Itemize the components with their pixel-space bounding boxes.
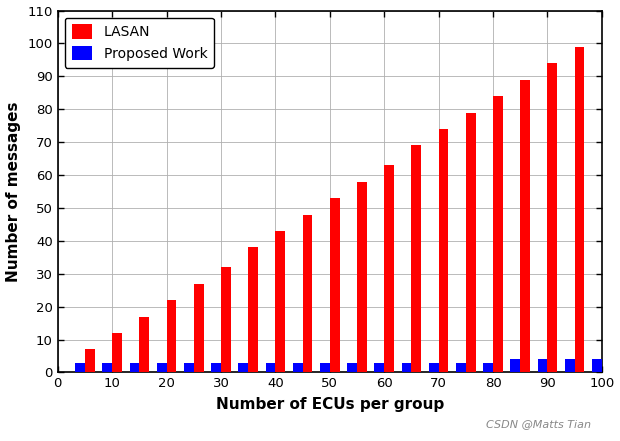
Bar xyxy=(520,80,530,373)
Y-axis label: Number of messages: Number of messages xyxy=(6,101,20,282)
X-axis label: Number of ECUs per group: Number of ECUs per group xyxy=(216,397,444,412)
Bar xyxy=(102,363,112,373)
Bar xyxy=(330,198,340,373)
Bar xyxy=(347,363,357,373)
Bar xyxy=(211,363,221,373)
Bar xyxy=(112,333,122,373)
Bar xyxy=(374,363,384,373)
Bar xyxy=(493,96,503,373)
Bar xyxy=(384,165,394,373)
Bar xyxy=(592,359,602,373)
Bar xyxy=(402,363,412,373)
Legend: LASAN, Proposed Work: LASAN, Proposed Work xyxy=(64,18,215,68)
Bar xyxy=(466,112,476,373)
Bar xyxy=(429,363,438,373)
Bar xyxy=(456,363,466,373)
Bar xyxy=(565,359,575,373)
Bar xyxy=(357,182,367,373)
Bar xyxy=(510,359,520,373)
Bar xyxy=(157,363,167,373)
Bar xyxy=(85,349,95,373)
Bar xyxy=(293,363,303,373)
Bar xyxy=(275,231,285,373)
Bar xyxy=(538,359,547,373)
Bar xyxy=(483,363,493,373)
Bar xyxy=(412,146,421,373)
Bar xyxy=(575,47,585,373)
Bar xyxy=(320,363,330,373)
Bar xyxy=(140,317,149,373)
Bar xyxy=(167,300,176,373)
Bar xyxy=(248,247,258,373)
Bar xyxy=(602,40,611,373)
Bar xyxy=(194,284,203,373)
Bar xyxy=(438,129,448,373)
Bar xyxy=(221,267,231,373)
Bar xyxy=(130,363,140,373)
Bar xyxy=(303,215,312,373)
Bar xyxy=(184,363,194,373)
Bar xyxy=(75,363,85,373)
Bar xyxy=(265,363,275,373)
Bar xyxy=(238,363,248,373)
Bar xyxy=(547,63,557,373)
Text: CSDN @Matts Tian: CSDN @Matts Tian xyxy=(486,419,591,430)
